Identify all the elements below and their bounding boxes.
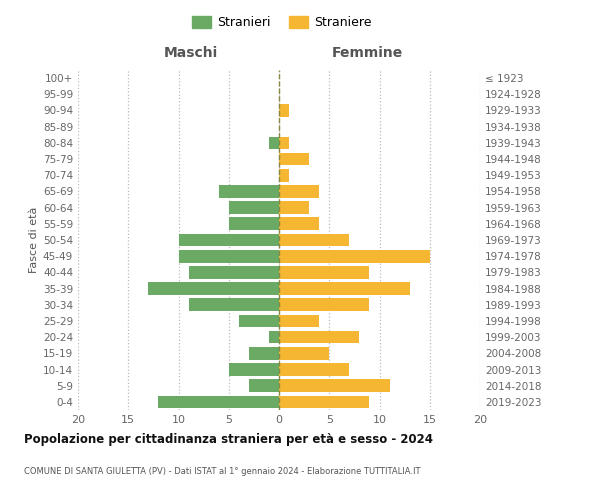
Bar	[279, 185, 319, 198]
Bar	[279, 331, 359, 344]
Bar	[279, 298, 370, 311]
Bar	[249, 347, 279, 360]
Bar	[229, 218, 279, 230]
Bar	[188, 266, 279, 278]
Bar	[279, 266, 370, 278]
Bar	[279, 152, 309, 166]
Text: Popolazione per cittadinanza straniera per età e sesso - 2024: Popolazione per cittadinanza straniera p…	[24, 432, 433, 446]
Bar	[229, 202, 279, 214]
Bar	[279, 169, 289, 181]
Bar	[218, 185, 279, 198]
Bar	[239, 314, 279, 328]
Bar	[188, 298, 279, 311]
Bar	[148, 282, 279, 295]
Text: Femmine: Femmine	[332, 46, 403, 60]
Bar	[179, 250, 279, 262]
Bar	[249, 380, 279, 392]
Bar	[279, 347, 329, 360]
Text: Maschi: Maschi	[163, 46, 218, 60]
Bar	[279, 396, 370, 408]
Text: COMUNE DI SANTA GIULETTA (PV) - Dati ISTAT al 1° gennaio 2024 - Elaborazione TUT: COMUNE DI SANTA GIULETTA (PV) - Dati IST…	[24, 468, 421, 476]
Bar	[269, 136, 279, 149]
Y-axis label: Fasce di età: Fasce di età	[29, 207, 39, 273]
Bar	[279, 380, 389, 392]
Bar	[279, 234, 349, 246]
Legend: Stranieri, Straniere: Stranieri, Straniere	[187, 11, 377, 34]
Bar	[279, 136, 289, 149]
Bar	[269, 331, 279, 344]
Bar	[158, 396, 279, 408]
Bar	[279, 202, 309, 214]
Bar	[279, 363, 349, 376]
Bar	[279, 250, 430, 262]
Bar	[279, 282, 410, 295]
Bar	[279, 218, 319, 230]
Bar	[229, 363, 279, 376]
Bar	[279, 314, 319, 328]
Bar	[179, 234, 279, 246]
Bar	[279, 104, 289, 117]
